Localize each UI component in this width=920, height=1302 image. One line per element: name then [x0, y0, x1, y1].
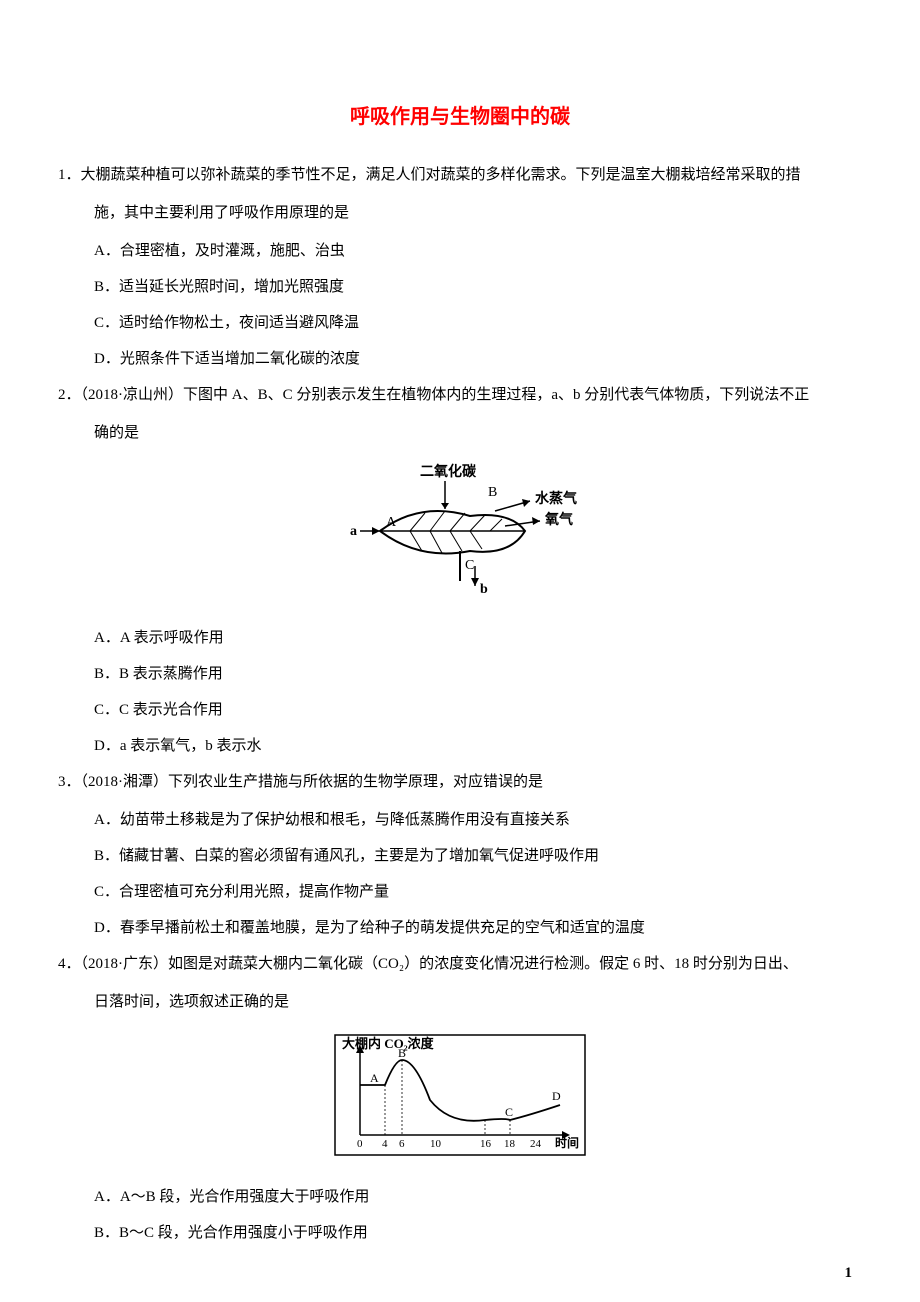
question-3-text: （2018·湘潭）下列农业生产措施与所依据的生物学原理，对应错误的是 [81, 774, 544, 790]
figure2-xtick-16: 16 [480, 1138, 492, 1150]
figure-2-container: 大棚内 CO₂浓度 A B C D 0 4 6 10 16 18 24 时间 [58, 1030, 862, 1165]
figure2-point-A: A [370, 1071, 379, 1085]
question-4: 4．（2018·广东）如图是对蔬菜大棚内二氧化碳（CO₂）的浓度变化情况进行检测… [58, 946, 862, 982]
question-2-option-b: B．B 表示蒸腾作用 [58, 656, 862, 692]
question-3-option-b: B．储藏甘薯、白菜的窖必须留有通风孔，主要是为了增加氧气促进呼吸作用 [58, 838, 862, 874]
question-3-option-a: A．幼苗带土移栽是为了保护幼根和根毛，与降低蒸腾作用没有直接关系 [58, 802, 862, 838]
question-4-option-b: B．B～C 段，光合作用强度小于呼吸作用 [58, 1215, 862, 1251]
figure2-xtick-6: 6 [399, 1138, 405, 1150]
question-2-number: 2． [58, 387, 81, 403]
figure2-point-C: C [505, 1105, 513, 1119]
page-number: 1 [845, 1265, 853, 1282]
question-1-number: 1． [58, 167, 81, 183]
figure1-label-oxygen: 氧气 [544, 511, 573, 528]
question-3-option-d: D．春季早播前松土和覆盖地膜，是为了给种子的萌发提供充足的空气和适宜的温度 [58, 910, 862, 946]
figure2-xlabel: 时间 [555, 1135, 579, 1150]
figure2-xtick-24: 24 [530, 1138, 542, 1150]
question-4-number: 4． [58, 956, 81, 972]
leaf-diagram: 二氧化碳 B 水蒸气 氧气 A a C b [330, 461, 590, 601]
figure1-label-B: B [488, 485, 497, 500]
question-3-option-c: C．合理密植可充分利用光照，提高作物产量 [58, 874, 862, 910]
question-2-option-a: A．A 表示呼吸作用 [58, 620, 862, 656]
question-3-number: 3． [58, 774, 81, 790]
figure1-label-C: C [465, 558, 474, 573]
question-2-option-d: D．a 表示氧气，b 表示水 [58, 728, 862, 764]
figure2-title: 大棚内 CO₂浓度 [342, 1036, 435, 1051]
question-4-continuation: 日落时间，选项叙述正确的是 [58, 984, 862, 1020]
question-2-option-c: C．C 表示光合作用 [58, 692, 862, 728]
figure2-xtick-10: 10 [430, 1138, 442, 1150]
question-4-text: （2018·广东）如图是对蔬菜大棚内二氧化碳（CO₂）的浓度变化情况进行检测。假… [81, 956, 798, 972]
question-1-option-b: B．适当延长光照时间，增加光照强度 [58, 269, 862, 305]
question-2-text: （2018·凉山州）下图中 A、B、C 分别表示发生在植物体内的生理过程，a、b… [81, 387, 810, 403]
question-1-option-a: A．合理密植，及时灌溉，施肥、治虫 [58, 233, 862, 269]
question-1-option-d: D．光照条件下适当增加二氧化碳的浓度 [58, 341, 862, 377]
question-1-continuation: 施，其中主要利用了呼吸作用原理的是 [58, 195, 862, 231]
question-2: 2．（2018·凉山州）下图中 A、B、C 分别表示发生在植物体内的生理过程，a… [58, 377, 862, 413]
figure2-xtick-0: 0 [357, 1138, 363, 1150]
figure1-label-a: a [350, 524, 357, 539]
figure1-label-vapor: 水蒸气 [535, 490, 577, 507]
question-4-option-a: A．A～B 段，光合作用强度大于呼吸作用 [58, 1179, 862, 1215]
question-1-option-c: C．适时给作物松土，夜间适当避风降温 [58, 305, 862, 341]
figure1-label-co2: 二氧化碳 [420, 463, 477, 480]
figure2-xtick-18: 18 [504, 1138, 516, 1150]
co2-chart: 大棚内 CO₂浓度 A B C D 0 4 6 10 16 18 24 时间 [330, 1030, 590, 1160]
figure1-label-A: A [386, 515, 397, 530]
figure2-point-B: B [398, 1046, 406, 1060]
page-title: 呼吸作用与生物圈中的碳 [58, 100, 862, 129]
question-1: 1．大棚蔬菜种植可以弥补蔬菜的季节性不足，满足人们对蔬菜的多样化需求。下列是温室… [58, 157, 862, 193]
question-2-continuation: 确的是 [58, 415, 862, 451]
figure1-label-b: b [480, 582, 488, 597]
figure-1-container: 二氧化碳 B 水蒸气 氧气 A a C b [58, 461, 862, 606]
figure2-xtick-4: 4 [382, 1138, 388, 1150]
figure2-point-D: D [552, 1089, 561, 1103]
question-1-text: 大棚蔬菜种植可以弥补蔬菜的季节性不足，满足人们对蔬菜的多样化需求。下列是温室大棚… [81, 167, 801, 183]
question-3: 3．（2018·湘潭）下列农业生产措施与所依据的生物学原理，对应错误的是 [58, 764, 862, 800]
